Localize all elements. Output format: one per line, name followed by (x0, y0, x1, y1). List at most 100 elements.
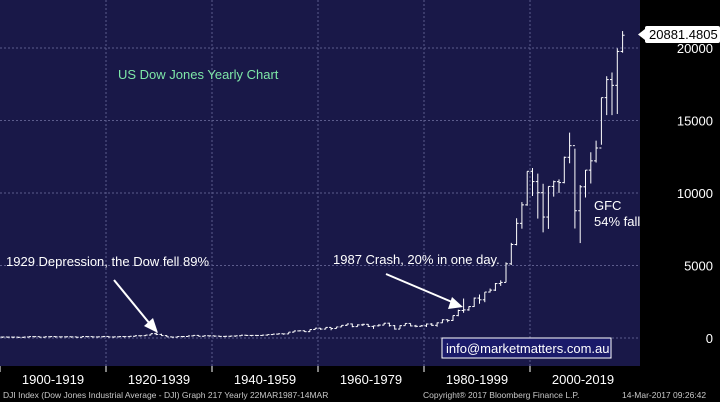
ohlc-bar-2001 (535, 173, 540, 219)
ohlc-bar-1951 (270, 333, 275, 336)
ohlc-bar-1998 (519, 202, 524, 229)
ohlc-bar-1963 (334, 326, 339, 330)
ohlc-bar-1984 (445, 319, 450, 323)
ohlc-bar-1930 (159, 333, 164, 337)
ohlc-bar-1931 (164, 335, 169, 338)
ohlc-bar-1937 (196, 334, 201, 337)
ohlc-bar-2002 (541, 183, 546, 233)
ohlc-bar-1913 (69, 336, 74, 338)
ohlc-bar-1905 (27, 336, 31, 338)
ohlc-bar-1976 (403, 322, 408, 327)
ohlc-bar-2016 (615, 48, 620, 114)
ohlc-bar-1979 (419, 324, 424, 327)
ohlc-bar-2014 (604, 76, 609, 116)
ohlc-bar-1977 (408, 322, 413, 327)
x-tick-label-1900-1919: 1900-1919 (22, 372, 84, 387)
ohlc-bar-1978 (413, 324, 418, 328)
time-axis-panel (0, 366, 720, 388)
ohlc-bar-1902 (11, 336, 16, 339)
ohlc-bar-1970 (371, 325, 376, 329)
ohlc-bar-1958 (307, 329, 312, 333)
price-axis-panel (640, 0, 720, 366)
footer-timestamp: 14-Mar-2017 09:26:42 (622, 390, 707, 400)
ohlc-bar-2000 (530, 168, 535, 196)
ohlc-bar-1992 (488, 288, 493, 293)
ohlc-bar-1915 (80, 336, 84, 338)
ohlc-bar-1918 (95, 336, 100, 338)
ohlc-bar-1944 (233, 335, 238, 337)
ohlc-bar-2003 (546, 185, 551, 229)
ohlc-bar-1919 (101, 335, 106, 338)
ohlc-bar-1989 (472, 297, 477, 308)
ohlc-bar-2010 (583, 169, 588, 198)
ohlc-bar-1986 (456, 309, 461, 317)
y-axis-ticks: 0 5000 10000 15000 20000 (677, 41, 713, 346)
ohlc-bar-1901 (5, 336, 10, 338)
x-tick-label-1960-1979: 1960-1979 (340, 372, 402, 387)
y-tick-label-20000: 20000 (677, 41, 713, 56)
ohlc-bar-1928 (148, 333, 153, 336)
ohlc-bar-1941 (217, 335, 222, 338)
ohlc-bar-1955 (292, 330, 296, 333)
ohlc-bar-1935 (186, 335, 190, 337)
ohlc-bar-1939 (207, 335, 212, 337)
ohlc-bar-1942 (223, 335, 228, 338)
ohlc-bar-2006 (562, 156, 567, 184)
annotation-gfc-fall: 54% fall (594, 214, 640, 229)
last-price-tag: 20881.4805 (638, 26, 720, 43)
ohlc-bar-1975 (398, 325, 402, 330)
y-tick-label-15000: 15000 (677, 114, 713, 129)
ohlc-bar-1995 (504, 262, 508, 283)
ohlc-bar-1990 (477, 294, 482, 304)
ohlc-bar-1900 (0, 336, 5, 338)
website-box[interactable]: info@marketmatters.com.au (441, 337, 612, 359)
ohlc-bars (0, 31, 625, 339)
grid-lines (0, 0, 640, 366)
ohlc-bar-1948 (254, 334, 259, 337)
ohlc-bar-1927 (143, 334, 148, 337)
ohlc-bar-1922 (117, 336, 122, 338)
ohlc-bar-1988 (466, 306, 471, 311)
ohlc-bar-1916 (85, 336, 90, 338)
ohlc-bar-1966 (350, 323, 355, 328)
ohlc-bar-1965 (345, 323, 349, 326)
ohlc-bar-1914 (74, 336, 79, 338)
ohlc-bar-1996 (509, 242, 514, 266)
footer-security-info: DJI Index (Dow Jones Industrial Average … (3, 390, 329, 400)
ohlc-bar-2008 (572, 145, 577, 229)
ohlc-bar-1920 (106, 335, 111, 338)
arrow-1987 (385, 273, 463, 309)
annotation-1987-crash: 1987 Crash, 20% in one day. (333, 252, 500, 267)
ohlc-bar-1924 (127, 335, 132, 338)
ohlc-bar-1969 (366, 323, 371, 327)
status-footer: DJI Index (Dow Jones Industrial Average … (0, 388, 720, 402)
ohlc-bar-1972 (382, 322, 387, 326)
y-tick-label-0: 0 (706, 331, 713, 346)
website-link[interactable]: info@marketmatters.com.au (446, 341, 609, 356)
ohlc-bar-1950 (265, 334, 270, 336)
ohlc-bar-1943 (228, 335, 233, 337)
chart-title: US Dow Jones Yearly Chart (118, 67, 279, 82)
ohlc-bar-1940 (212, 335, 217, 337)
ohlc-bar-1925 (133, 335, 137, 337)
ohlc-bar-1934 (180, 335, 185, 338)
ohlc-bar-1959 (313, 327, 318, 331)
ohlc-bar-1904 (21, 336, 26, 338)
ohlc-bar-1997 (514, 218, 519, 246)
ohlc-bar-1954 (286, 331, 291, 335)
ohlc-bar-1917 (90, 336, 95, 338)
ohlc-bar-1952 (276, 333, 281, 335)
ohlc-bar-1994 (498, 280, 503, 286)
y-tick-label-5000: 5000 (684, 259, 713, 274)
x-tick-label-1980-1999: 1980-1999 (446, 372, 508, 387)
ohlc-bar-2009 (578, 185, 583, 244)
ohlc-bar-1960 (318, 327, 323, 330)
ohlc-bar-1982 (435, 322, 440, 327)
x-tick-label-1920-1939: 1920-1939 (128, 372, 190, 387)
last-price-label: 20881.4805 (649, 27, 718, 42)
ohlc-bar-1933 (175, 336, 180, 338)
ohlc-bar-1903 (16, 336, 21, 339)
ohlc-bar-1968 (360, 323, 365, 327)
ohlc-bar-1912 (64, 336, 69, 338)
